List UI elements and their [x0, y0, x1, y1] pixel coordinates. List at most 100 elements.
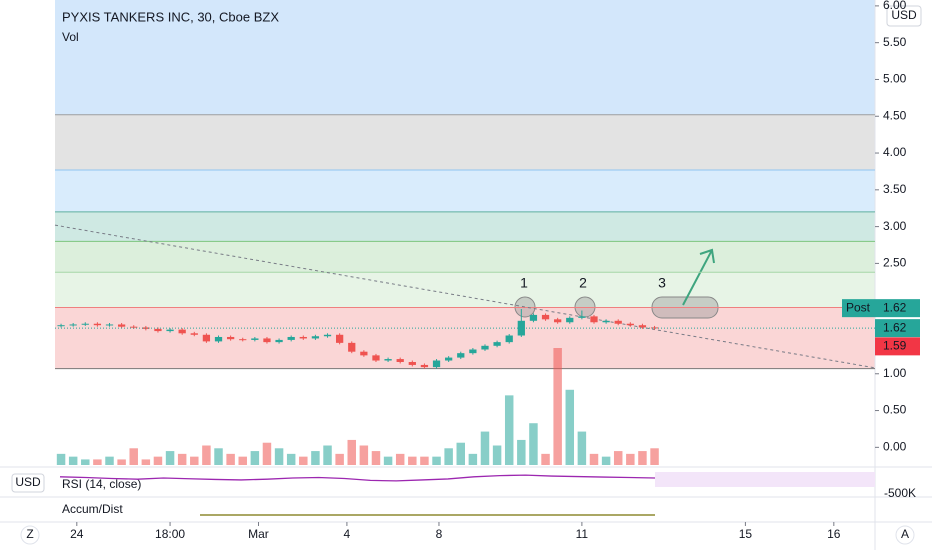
volume-bar [190, 456, 199, 465]
candle-body [154, 328, 162, 332]
candle-body [178, 329, 186, 334]
zoom-button[interactable] [20, 525, 40, 545]
last-price: 1.62 [883, 320, 907, 334]
last-price-tag [875, 319, 920, 338]
zone [55, 211, 875, 242]
ad-tick: -500K [884, 486, 916, 500]
zone [55, 0, 875, 115]
currency-button[interactable] [886, 5, 922, 27]
volume-bar [214, 448, 223, 465]
currency-left[interactable]: USD [15, 475, 41, 489]
post-price-tag [875, 299, 920, 318]
volume-bar [395, 453, 405, 465]
volume-bar [420, 456, 429, 465]
volume-bar [117, 459, 126, 465]
candle-body [469, 349, 477, 354]
volume-bar [541, 453, 550, 465]
post-label: Post [846, 300, 871, 314]
candle-body [420, 364, 429, 368]
x-tick-label: 8 [436, 527, 443, 541]
zone [55, 114, 875, 170]
candle-body [372, 355, 380, 361]
candle-body [505, 335, 513, 343]
volume-bar [468, 453, 478, 465]
auto-button[interactable] [895, 525, 915, 545]
volume-bar [638, 451, 647, 465]
trendline [54, 224, 876, 369]
volume-bar [129, 448, 138, 465]
subtitle: Vol [62, 30, 79, 44]
background [55, 0, 875, 369]
volume-bar [153, 456, 163, 465]
volume-bar [553, 348, 562, 465]
volume-bar [492, 445, 502, 465]
prev-close: 1.59 [883, 339, 907, 353]
volume-bar [226, 453, 235, 465]
volume-bar [250, 451, 260, 465]
currency-button[interactable] [11, 473, 45, 493]
candle-body [69, 324, 77, 326]
y-tick-label: 4.00 [883, 145, 907, 159]
prev-close-tag [875, 337, 920, 356]
candle-body [275, 339, 283, 343]
volume-bar [601, 456, 611, 465]
candle-body [214, 336, 223, 342]
volume-bar [68, 456, 78, 465]
volume-bar [311, 451, 320, 465]
ad-label: Accum/Dist [62, 502, 123, 516]
chart-title: PYXIS TANKERS INC, 30, Cboe BZX [62, 9, 279, 24]
volume-bar [105, 456, 114, 465]
auto-label[interactable]: A [901, 527, 909, 541]
y-tick-label: 1.00 [883, 366, 907, 380]
candle-body [432, 360, 441, 368]
volume-bar [262, 442, 272, 465]
volume-bar [359, 445, 369, 465]
candle-body [239, 339, 247, 341]
candle-body [554, 319, 562, 323]
candle-body [384, 359, 392, 361]
candle-body [93, 323, 102, 326]
volume-bar [202, 445, 211, 465]
x-tick-label: 16 [827, 527, 841, 541]
candle-body [408, 361, 416, 365]
x-tick-label: 24 [70, 527, 84, 541]
volume-bar [274, 448, 284, 465]
candle-body [130, 326, 138, 328]
y-tick-label: 5.50 [883, 35, 907, 49]
candle-body [614, 320, 622, 324]
candle-body [566, 317, 574, 323]
volume-bar [408, 456, 417, 465]
candle-body [481, 345, 489, 350]
volume-bar [432, 456, 441, 465]
candle-body [263, 338, 271, 343]
volume-bar [504, 395, 514, 465]
candle-body [117, 324, 126, 327]
candle-body [57, 325, 65, 327]
zoom-label[interactable]: Z [26, 527, 33, 541]
candle-body [226, 336, 235, 340]
candle-body [445, 357, 453, 361]
currency[interactable]: USD [891, 8, 917, 22]
zone [55, 307, 875, 369]
candle-body [166, 329, 174, 332]
y-tick-label: 6.00 [883, 0, 907, 12]
zone [55, 169, 875, 212]
rsi-label: RSI (14, close) [62, 477, 141, 491]
rsi-line [59, 474, 656, 482]
volume-bar [565, 389, 575, 465]
x-tick-label: Mar [248, 527, 269, 541]
volume-bar [81, 459, 90, 465]
y-tick-label: 0.50 [883, 403, 907, 417]
volume-bar [141, 459, 151, 465]
candle-body [299, 336, 307, 339]
y-tick-label: 2.50 [883, 256, 907, 270]
candle-body [590, 316, 598, 323]
volume-bar [517, 439, 526, 465]
rsi-band [655, 472, 875, 487]
volume-bar [480, 431, 490, 465]
volume-bar [626, 453, 635, 465]
volume-bar [444, 448, 453, 465]
candle-body [529, 314, 538, 321]
